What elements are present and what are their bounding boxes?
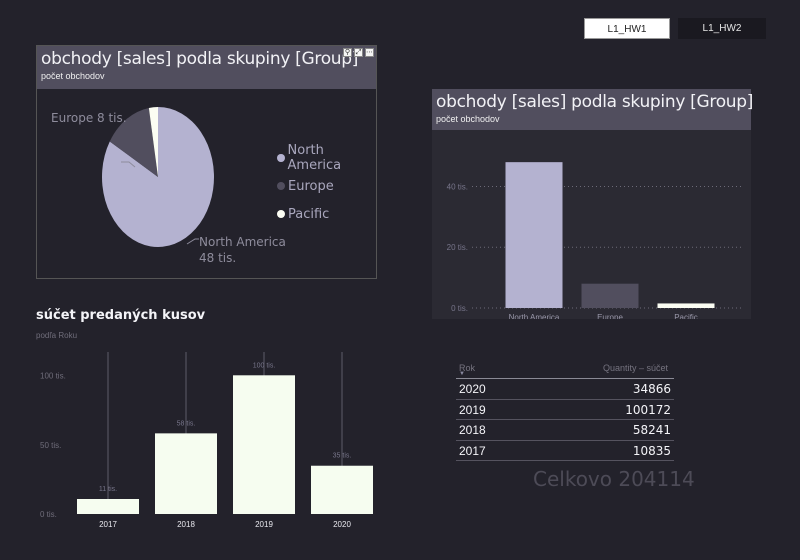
data-label: 100 tis. (253, 362, 276, 369)
table-header-rok[interactable]: Rok (459, 363, 476, 373)
y-tick-label: 100 tis. (40, 372, 66, 381)
table-cell-year: 2017 (459, 443, 486, 458)
bar-2017[interactable] (77, 498, 139, 514)
pie-visual-title: obchody [sales] podla skupiny [Group] (41, 49, 359, 69)
pie-slice-pacific[interactable] (148, 107, 158, 177)
table-cell-quantity: 10835 (632, 443, 671, 458)
pie-chart (102, 107, 214, 248)
sort-desc-icon[interactable]: ▼ (459, 371, 465, 377)
kusy-chart-subtitle: podľa Roku (36, 331, 78, 340)
visual-header-icons: ⚲ ⤢ ⋯ (343, 48, 374, 57)
x-tick-label: Pacific (674, 313, 698, 319)
data-label: 11 tis. (99, 486, 117, 493)
focus-mode-icon[interactable]: ⤢ (354, 48, 363, 57)
table-cell-quantity: 34866 (632, 382, 671, 396)
table-cell-quantity: 100172 (625, 402, 671, 417)
y-tick-label: 50 tis. (40, 441, 61, 450)
legend-label: Pacific (288, 206, 330, 222)
legend-label: Europe (288, 178, 334, 194)
bar-2020[interactable] (311, 465, 373, 514)
table-row[interactable]: 2017 10835 (456, 441, 674, 461)
x-tick-label: Europe (597, 313, 623, 319)
pie-leader-line-north-america (186, 238, 199, 245)
legend-marker-icon (277, 154, 285, 162)
bar-visual-subtitle: počet obchodov (436, 114, 500, 124)
kusy-chart-title: súčet predaných kusov (36, 308, 206, 323)
bar-visual-header: obchody [sales] podla skupiny [Group] po… (432, 89, 754, 130)
legend-label: North America (287, 143, 342, 173)
x-tick-label: 2019 (255, 520, 273, 529)
y-tick-label: 0 tis. (451, 304, 468, 313)
table-header-row: Rok ▼ Quantity – súčet (456, 362, 674, 379)
pie-chart-visual[interactable]: obchody [sales] podla skupiny [Group] po… (36, 45, 377, 279)
bar-pacific[interactable] (657, 303, 715, 308)
table-row[interactable]: 2018 58241 (456, 420, 674, 441)
table-total: Celkovo 204114 (533, 467, 695, 491)
x-tick-label: 2017 (99, 520, 117, 529)
pie-slice-north-america[interactable] (102, 107, 214, 248)
table-row[interactable]: 2020 34866 (456, 379, 674, 400)
legend-marker-icon (277, 182, 285, 190)
table-row[interactable]: 2019 100172 (456, 400, 674, 420)
bar-visual-title: obchody [sales] podla skupiny [Group] (436, 92, 754, 112)
data-label: 35 tis. (333, 453, 352, 460)
group-bar-chart: 0 tis. 20 tis. 40 tis. North America Europe P… (432, 130, 751, 319)
tab-l1-hw1[interactable]: L1_HW1 (584, 18, 670, 39)
group-bar-chart-visual[interactable]: obchody [sales] podla skupiny [Group] po… (432, 89, 754, 319)
y-tick-label: 20 tis. (447, 243, 468, 252)
bar-north-america[interactable] (505, 162, 563, 308)
table-header-quantity[interactable]: Quantity – súčet (602, 363, 668, 373)
pie-slice-europe[interactable] (109, 107, 158, 177)
table-cell-quantity: 58241 (632, 423, 671, 437)
legend-item-north-america[interactable]: North America (277, 143, 376, 173)
data-label: 58 tis. (177, 420, 196, 427)
y-tick-label: 40 tis. (447, 182, 468, 191)
legend-marker-icon (277, 210, 285, 218)
table-cell-year: 2018 (459, 423, 486, 437)
legend-item-pacific[interactable]: Pacific (277, 200, 376, 228)
pie-visual-subtitle: počet obchodov (41, 71, 105, 81)
pie-leader-line-europe (121, 161, 136, 168)
bar-2018[interactable] (155, 433, 217, 514)
quantity-table[interactable]: Rok ▼ Quantity – súčet 2020 34866 2019 1001… (456, 362, 674, 461)
y-tick-label: 0 tis. (40, 510, 57, 519)
tab-l1-hw2[interactable]: L1_HW2 (678, 18, 766, 39)
x-tick-label: 2018 (177, 520, 195, 529)
legend-item-europe[interactable]: Europe (277, 172, 376, 200)
x-tick-label: 2020 (333, 520, 351, 529)
bar-europe[interactable] (581, 283, 639, 308)
pie-data-label-north-america: North America 48 tis. (199, 235, 286, 265)
table-cell-year: 2020 (459, 382, 486, 396)
x-tick-label: North America (509, 313, 560, 319)
bar-2019[interactable] (233, 375, 295, 514)
more-options-icon[interactable]: ⋯ (365, 48, 374, 57)
pie-visual-header: obchody [sales] podla skupiny [Group] po… (37, 46, 376, 89)
filter-icon[interactable]: ⚲ (343, 48, 352, 57)
table-body: 2020 34866 2019 100172 2018 58241 2017 10835 (456, 379, 674, 461)
pie-legend: North America Europe Pacific (277, 143, 376, 228)
pie-data-label-europe: Europe 8 tis. (51, 111, 127, 125)
table-cell-year: 2019 (459, 402, 486, 417)
kusy-bar-chart: 0 tis. 50 tis. 100 tis. 11 tis. 2017 58 tis. 2… (40, 352, 373, 529)
